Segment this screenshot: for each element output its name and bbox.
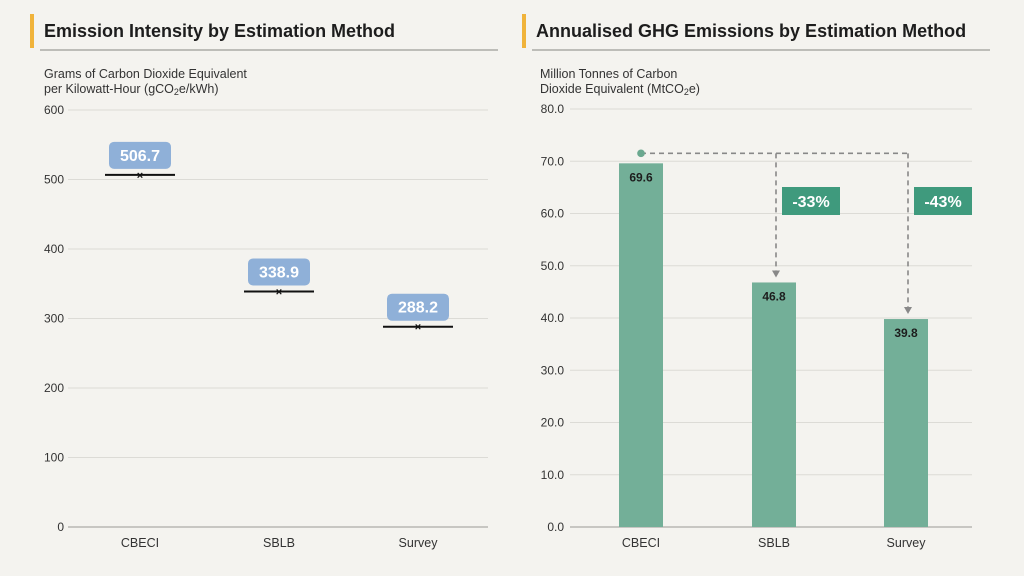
right-chart-panel: Annualised GHG Emissions by Estimation M…: [512, 0, 1024, 576]
left-y-tick-label: 600: [44, 103, 64, 117]
right-y-tick-label: 40.0: [541, 311, 565, 325]
right-y-axis-label-line2a: Dioxide Equivalent (MtCO: [540, 82, 684, 96]
left-data-label: 288.2: [398, 300, 438, 317]
left-y-axis-label-line2a: per Kilowatt-Hour (gCO: [44, 82, 174, 96]
right-y-tick-label: 80.0: [541, 102, 565, 116]
right-connector-origin-dot: [637, 149, 645, 158]
right-bar: [619, 163, 663, 527]
right-change-label: -33%: [792, 194, 829, 211]
left-chart-panel: Emission Intensity by Estimation Method …: [0, 0, 510, 576]
right-title-divider: [532, 49, 990, 51]
right-connector-arrowhead: [772, 270, 780, 278]
right-y-tick-label: 0.0: [547, 520, 564, 534]
left-y-axis-label-line2b: e/kWh): [178, 82, 219, 96]
left-data-label-box: [109, 141, 171, 169]
left-value-marker: ×: [276, 286, 282, 298]
left-y-tick-label: 400: [44, 242, 64, 256]
left-x-tick-label: CBECI: [121, 536, 159, 550]
right-y-tick-label: 30.0: [541, 363, 565, 377]
left-y-axis-label: Grams of Carbon Dioxide Equivalent per K…: [44, 67, 284, 100]
right-y-axis-label-sub: 2: [683, 87, 689, 97]
left-x-tick-label: SBLB: [263, 536, 295, 550]
right-bar-value-label: 69.6: [629, 170, 653, 184]
left-x-tick-label: Survey: [399, 536, 439, 550]
left-y-tick-label: 100: [44, 451, 64, 465]
right-x-tick-label: CBECI: [622, 536, 660, 550]
left-chart-title: Emission Intensity by Estimation Method: [30, 14, 395, 48]
right-x-tick-label: Survey: [887, 536, 927, 550]
right-bar: [752, 282, 796, 527]
right-y-tick-label: 70.0: [541, 154, 565, 168]
left-chart-plot: 0 100 200 300 400 500 600 × 506.7 CBECI × 338.9 SBLB…: [44, 103, 488, 550]
left-data-label-box: [387, 293, 449, 321]
right-change-label: -43%: [924, 194, 961, 211]
left-data-label-box: [248, 258, 310, 286]
right-x-tick-label: SBLB: [758, 536, 790, 550]
right-bar-value-label: 39.8: [894, 326, 918, 340]
left-y-tick-label: 300: [44, 312, 64, 326]
right-y-axis-label-line1: Million Tonnes of Carbon: [540, 67, 678, 81]
left-y-tick-label: 0: [57, 520, 64, 534]
right-change-badge: [914, 187, 972, 215]
left-y-axis-label-line1: Grams of Carbon Dioxide Equivalent: [44, 67, 247, 81]
left-y-tick-label: 500: [44, 173, 64, 187]
right-y-tick-label: 20.0: [541, 416, 565, 430]
right-y-tick-label: 60.0: [541, 207, 565, 221]
right-bar-value-label: 46.8: [762, 289, 786, 303]
right-y-tick-label: 50.0: [541, 259, 565, 273]
right-y-axis-label: Million Tonnes of Carbon Dioxide Equival…: [540, 67, 740, 100]
right-y-tick-label: 10.0: [541, 468, 565, 482]
right-chart-title: Annualised GHG Emissions by Estimation M…: [522, 14, 966, 48]
left-data-label: 338.9: [259, 264, 299, 281]
left-y-tick-label: 200: [44, 381, 64, 395]
left-y-axis-label-sub: 2: [173, 87, 179, 97]
right-change-badge: [782, 187, 840, 215]
right-y-axis-label-line2b: e): [688, 82, 700, 96]
right-chart-plot: 0.0 10.0 20.0 30.0 40.0 50.0 60.0 70.0 80.0 69.6 C…: [541, 102, 972, 550]
left-data-label: 506.7: [120, 148, 160, 165]
right-bar: [884, 319, 928, 527]
left-value-marker: ×: [415, 322, 421, 334]
left-title-divider: [40, 49, 498, 51]
right-connector-arrowhead: [904, 307, 912, 315]
left-value-marker: ×: [137, 170, 143, 182]
